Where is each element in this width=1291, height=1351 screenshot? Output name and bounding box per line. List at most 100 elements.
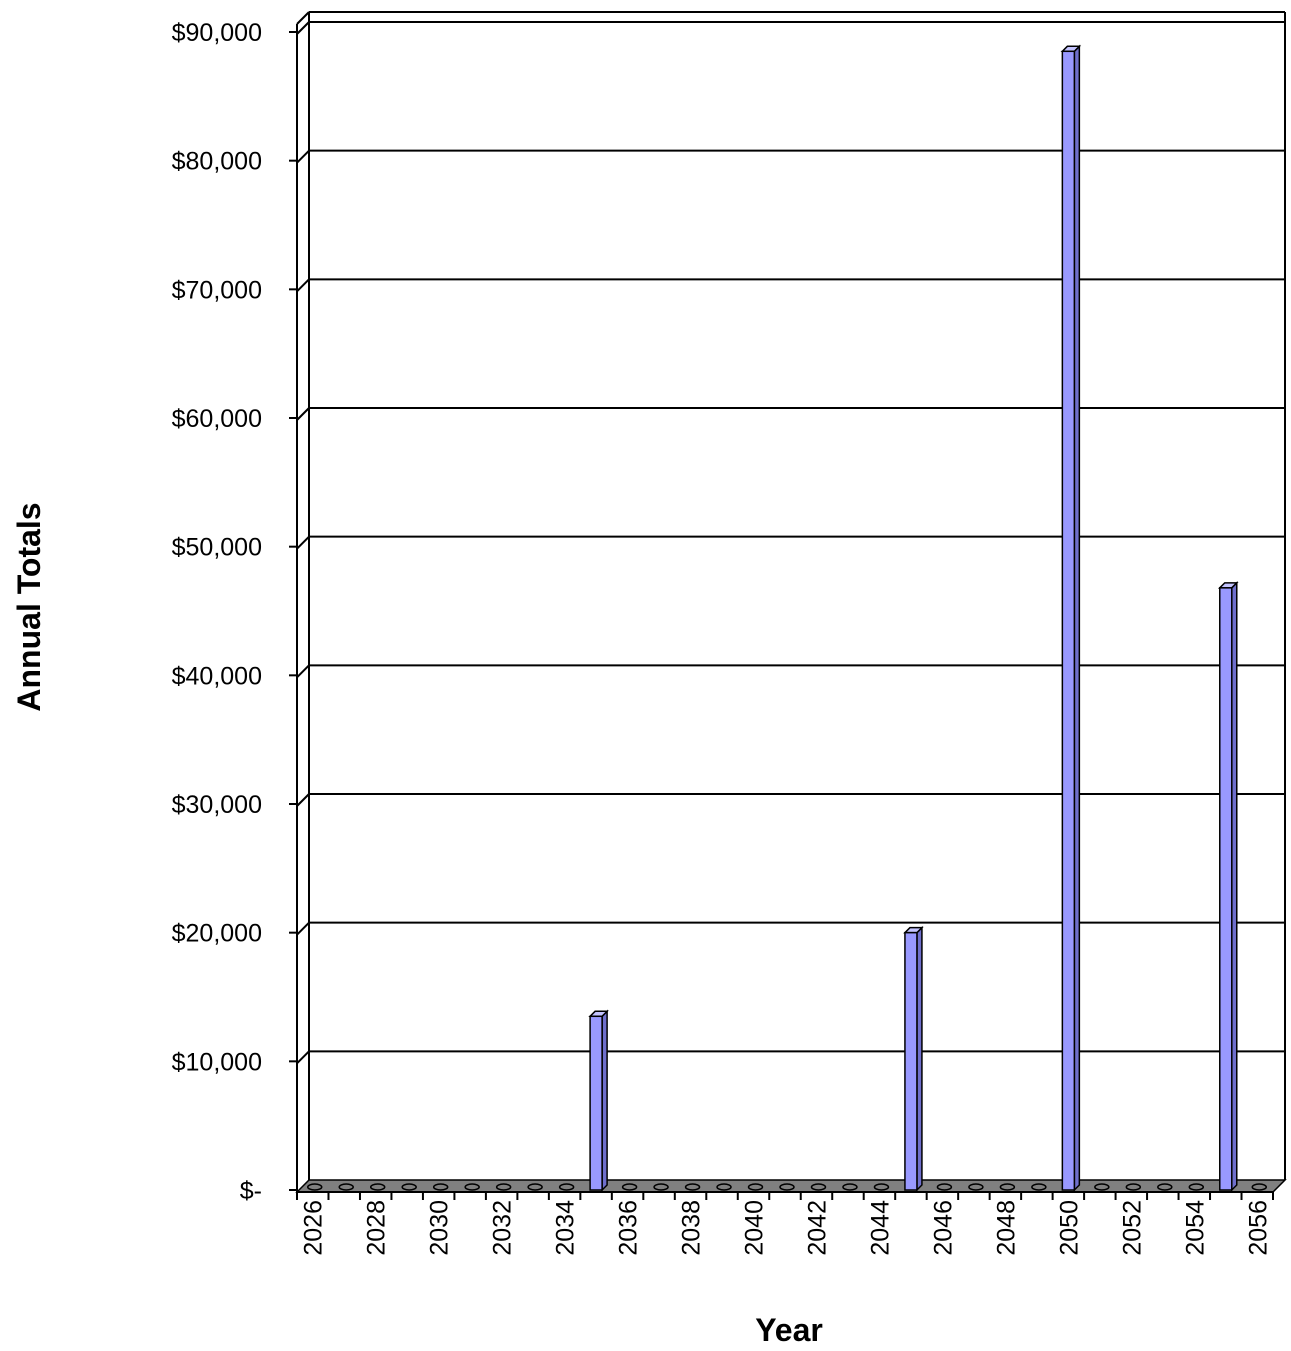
zero-bar-cap — [1031, 1183, 1047, 1191]
zero-bar-cap — [747, 1183, 764, 1191]
gridlines — [296, 21, 1285, 1065]
bar-2031 — [464, 1183, 480, 1191]
y-tick-label: $30,000 — [172, 791, 262, 819]
side-wall-top-edge — [296, 11, 310, 25]
side-wall-gridline — [296, 793, 310, 807]
bar-2043 — [842, 1183, 858, 1191]
bar-2026 — [306, 1183, 323, 1191]
bar-2028 — [369, 1183, 386, 1191]
bar-2035 — [588, 1009, 609, 1192]
y-tick-label: $20,000 — [172, 920, 262, 948]
zero-bar-cap — [1157, 1183, 1173, 1191]
side-wall-gridline — [296, 149, 310, 164]
zero-bar-cap — [936, 1183, 953, 1191]
zero-bar-cap — [464, 1183, 480, 1191]
x-tick-label: 2026 — [300, 1200, 328, 1256]
bar-2044 — [873, 1183, 890, 1191]
x-tick-label: 2052 — [1118, 1200, 1146, 1256]
zero-bar-cap — [369, 1183, 386, 1191]
bar-2056 — [1251, 1183, 1268, 1191]
axes — [289, 11, 1287, 1200]
y-tick-label: $60,000 — [172, 405, 262, 433]
side-wall-gridline — [296, 535, 310, 550]
x-tick-label: 2040 — [741, 1200, 769, 1256]
bar-2047 — [968, 1183, 984, 1191]
side-wall-gridline — [296, 1050, 310, 1065]
zero-bar-cap — [432, 1183, 449, 1191]
bar-2042 — [810, 1183, 827, 1191]
bar-2039 — [716, 1183, 732, 1191]
bar-2055 — [1217, 581, 1239, 1192]
y-axis-title: Annual Totals — [11, 502, 47, 711]
zero-bar-cap — [1251, 1183, 1268, 1191]
zero-bar-cap — [1125, 1183, 1142, 1191]
zero-bar-cap — [527, 1183, 543, 1191]
y-tick-label: $80,000 — [172, 148, 262, 176]
zero-bar-cap — [716, 1183, 732, 1191]
zero-bar-cap — [842, 1183, 858, 1191]
bar-2050 — [1060, 44, 1082, 1192]
bar-front — [904, 931, 918, 1191]
zero-bar-cap — [999, 1183, 1016, 1191]
y-tick-labels: $- $10,000 $20,000 $30,000 $40,000 $50,000 $60… — [172, 19, 262, 1205]
x-tick-label: 2048 — [992, 1200, 1020, 1256]
bar-2038 — [684, 1183, 701, 1191]
side-wall-gridline — [296, 664, 310, 679]
side-wall-gridline — [296, 278, 310, 293]
x-tick-label: 2042 — [803, 1200, 831, 1256]
x-tick-label: 2038 — [678, 1200, 706, 1256]
y-tick-label: $10,000 — [172, 1048, 262, 1076]
bar-2040 — [747, 1183, 764, 1191]
y-tick-label: $50,000 — [172, 534, 262, 562]
zero-bar-cap — [810, 1183, 827, 1191]
bar-2029 — [401, 1183, 417, 1191]
x-tick-label: 2046 — [929, 1200, 957, 1256]
bar-2054 — [1188, 1183, 1205, 1191]
y-tick-label: $70,000 — [172, 276, 262, 304]
bar-2052 — [1125, 1183, 1142, 1191]
bar-front — [589, 1015, 603, 1191]
x-tick-label: 2036 — [615, 1200, 643, 1256]
zero-bar-cap — [1188, 1183, 1205, 1191]
bar-2032 — [495, 1183, 512, 1191]
zero-bar-cap — [1094, 1183, 1110, 1191]
bar-front — [1061, 50, 1076, 1191]
zero-bar-cap — [779, 1183, 795, 1191]
bar-2049 — [1031, 1183, 1047, 1191]
bar-2034 — [558, 1183, 575, 1191]
zero-bar-cap — [338, 1183, 354, 1191]
x-tick-label: 2032 — [489, 1200, 517, 1256]
zero-bar-cap — [684, 1183, 701, 1191]
y-tick-label: $40,000 — [172, 662, 262, 690]
bar-2027 — [338, 1183, 354, 1191]
x-tick-label: 2054 — [1181, 1200, 1209, 1256]
side-wall-gridline — [296, 21, 310, 35]
zero-bar-cap — [401, 1183, 417, 1191]
x-tick-label: 2028 — [363, 1200, 391, 1256]
bar-2037 — [653, 1183, 669, 1191]
y-tick-label: $- — [240, 1177, 262, 1205]
x-tick-labels: 2026 2028 2030 2032 2034 2036 2038 2040 2042 2044… — [300, 1200, 1273, 1256]
bar-2046 — [936, 1183, 953, 1191]
x-tick-label: 2050 — [1055, 1200, 1083, 1256]
bar-2045 — [903, 925, 924, 1192]
bar-2053 — [1157, 1183, 1173, 1191]
x-axis-title: Year — [755, 1312, 823, 1348]
bar-2030 — [432, 1183, 449, 1191]
x-tick-label: 2034 — [552, 1200, 580, 1256]
zero-bar-cap — [621, 1183, 638, 1191]
zero-bar-cap — [968, 1183, 984, 1191]
side-wall-gridline — [296, 407, 310, 421]
zero-bar-cap — [306, 1183, 323, 1191]
bars — [306, 44, 1268, 1192]
bar-front — [1219, 587, 1233, 1191]
x-tick-label: 2030 — [426, 1200, 454, 1256]
x-tick-label: 2044 — [866, 1200, 894, 1256]
y-tick-label: $90,000 — [172, 19, 262, 47]
bar-2041 — [779, 1183, 795, 1191]
bar-2048 — [999, 1183, 1016, 1191]
zero-bar-cap — [495, 1183, 512, 1191]
x-tick-label: 2056 — [1244, 1200, 1272, 1256]
side-wall-gridline — [296, 921, 310, 936]
